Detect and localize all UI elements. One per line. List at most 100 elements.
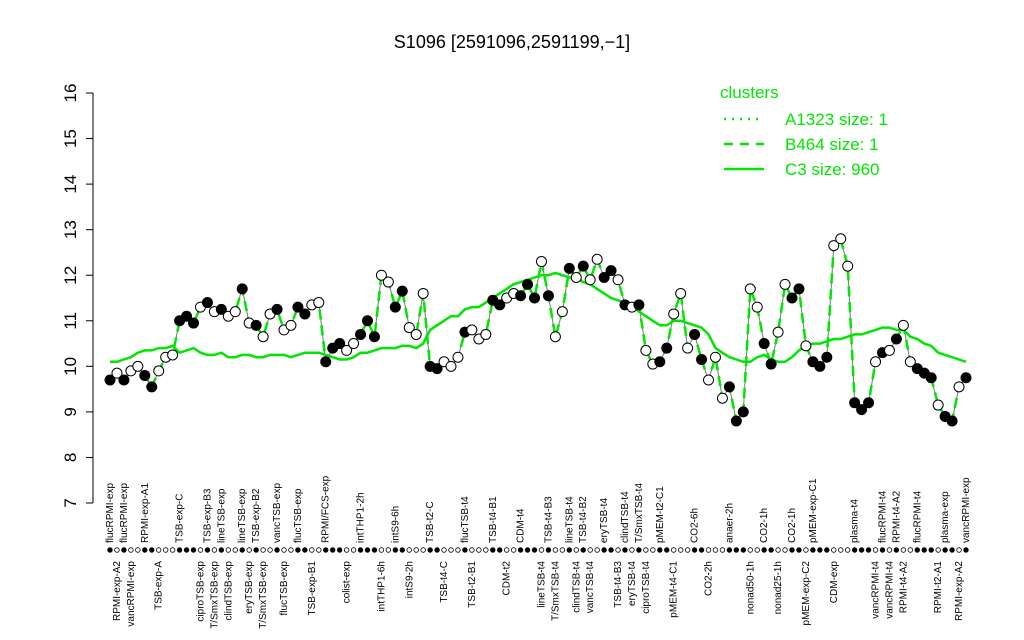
data-point	[139, 369, 151, 381]
x-tick-label: eryTSB-exp	[244, 561, 255, 614]
data-point	[452, 351, 464, 363]
category-dot	[469, 547, 475, 553]
x-tick-label: CO2-2h	[704, 561, 715, 596]
x-tick-label: flucRPMI-t4	[912, 490, 923, 543]
category-dot	[803, 547, 809, 553]
x-tick-label: pMEM-t2-C1	[655, 486, 666, 543]
data-point	[320, 356, 332, 368]
category-dot	[225, 547, 232, 553]
series-line	[110, 271, 967, 364]
x-tick-label: eryTSB-t4	[627, 561, 638, 606]
category-dot	[705, 547, 712, 553]
series-line	[109, 236, 967, 424]
x-tick-label: flucTSB-t4	[460, 496, 471, 543]
category-dot	[601, 547, 607, 553]
category-dot	[844, 547, 851, 553]
category-dot	[267, 547, 273, 553]
category-dot	[503, 547, 510, 553]
data-point	[890, 333, 902, 345]
category-dot	[629, 547, 635, 553]
data-point	[132, 360, 144, 372]
category-dot	[664, 547, 670, 553]
data-point	[709, 351, 721, 363]
category-dot	[434, 547, 440, 553]
x-tick-label: TSB-exp-C	[175, 494, 186, 543]
data-point	[445, 360, 457, 372]
category-dot	[476, 547, 482, 553]
x-tick-label: lineTSB-t4	[564, 496, 575, 543]
x-tick-label: TSB-t2-C	[425, 501, 436, 543]
category-dot	[156, 547, 162, 553]
category-dot	[650, 547, 656, 553]
category-dot	[281, 547, 287, 553]
data-point	[904, 356, 916, 368]
data-point	[675, 287, 687, 299]
data-point	[285, 319, 297, 331]
category-dot	[364, 547, 371, 553]
data-point	[236, 283, 248, 295]
category-dot	[872, 547, 879, 553]
x-tick-label: RPMI-exp-A2	[112, 561, 123, 621]
data-point	[716, 392, 728, 404]
data-point	[334, 338, 346, 350]
legend-label: B464 size: 1	[785, 135, 879, 154]
category-dot	[768, 547, 774, 553]
category-dot	[239, 547, 245, 553]
x-tick-label: T/SmxTSB-exp	[209, 561, 220, 629]
category-dot	[274, 547, 280, 553]
category-dot	[712, 547, 719, 553]
category-dot	[343, 547, 350, 553]
category-dot	[914, 547, 920, 553]
data-point	[188, 317, 200, 329]
data-point	[758, 338, 770, 350]
category-dot	[684, 547, 691, 553]
category-dot	[580, 547, 586, 553]
x-tick-label: vancRPMI-exp	[961, 477, 972, 543]
category-dot	[851, 547, 858, 553]
data-point	[612, 274, 624, 286]
data-point	[375, 269, 387, 281]
data-point	[250, 319, 262, 331]
category-dot	[371, 547, 378, 553]
category-dot	[608, 547, 614, 553]
data-point	[403, 322, 415, 334]
x-tick-label: plasma-t4	[850, 499, 861, 543]
connector	[109, 237, 967, 423]
data-point	[605, 265, 617, 277]
category-dot	[190, 547, 197, 553]
y-tick-label: 10	[61, 357, 80, 376]
category-dot	[413, 547, 419, 553]
category-dot	[329, 547, 336, 553]
category-dot	[316, 547, 322, 553]
data-point	[549, 331, 561, 343]
category-dot	[636, 547, 642, 553]
data-point	[689, 328, 701, 340]
x-tick-label: colist-exp	[342, 561, 353, 604]
data-point	[744, 283, 756, 295]
data-point	[480, 328, 492, 340]
category-dot	[490, 547, 496, 553]
category-dot	[114, 547, 120, 553]
category-dot	[107, 547, 113, 553]
data-point	[730, 415, 742, 427]
category-dot	[232, 547, 238, 553]
data-point	[494, 299, 506, 311]
category-dot	[559, 547, 566, 553]
category-dot	[510, 547, 517, 553]
data-point	[591, 253, 603, 265]
category-dot	[900, 547, 907, 553]
data-point	[104, 374, 116, 386]
x-tick-label: clindTSB-exp	[223, 561, 234, 621]
data-point	[953, 381, 965, 393]
data-point	[522, 278, 534, 290]
data-point	[814, 360, 826, 372]
x-tick-label: intS9-2h	[404, 561, 415, 598]
category-dot	[566, 547, 573, 553]
x-tick-label: TSB-t4-B1	[488, 496, 499, 543]
data-point	[633, 299, 645, 311]
category-dot	[427, 547, 433, 553]
x-tick-label: vancTSB-exp	[272, 483, 283, 543]
category-dot	[357, 547, 364, 553]
category-dot	[740, 547, 747, 553]
category-dot	[149, 547, 155, 553]
